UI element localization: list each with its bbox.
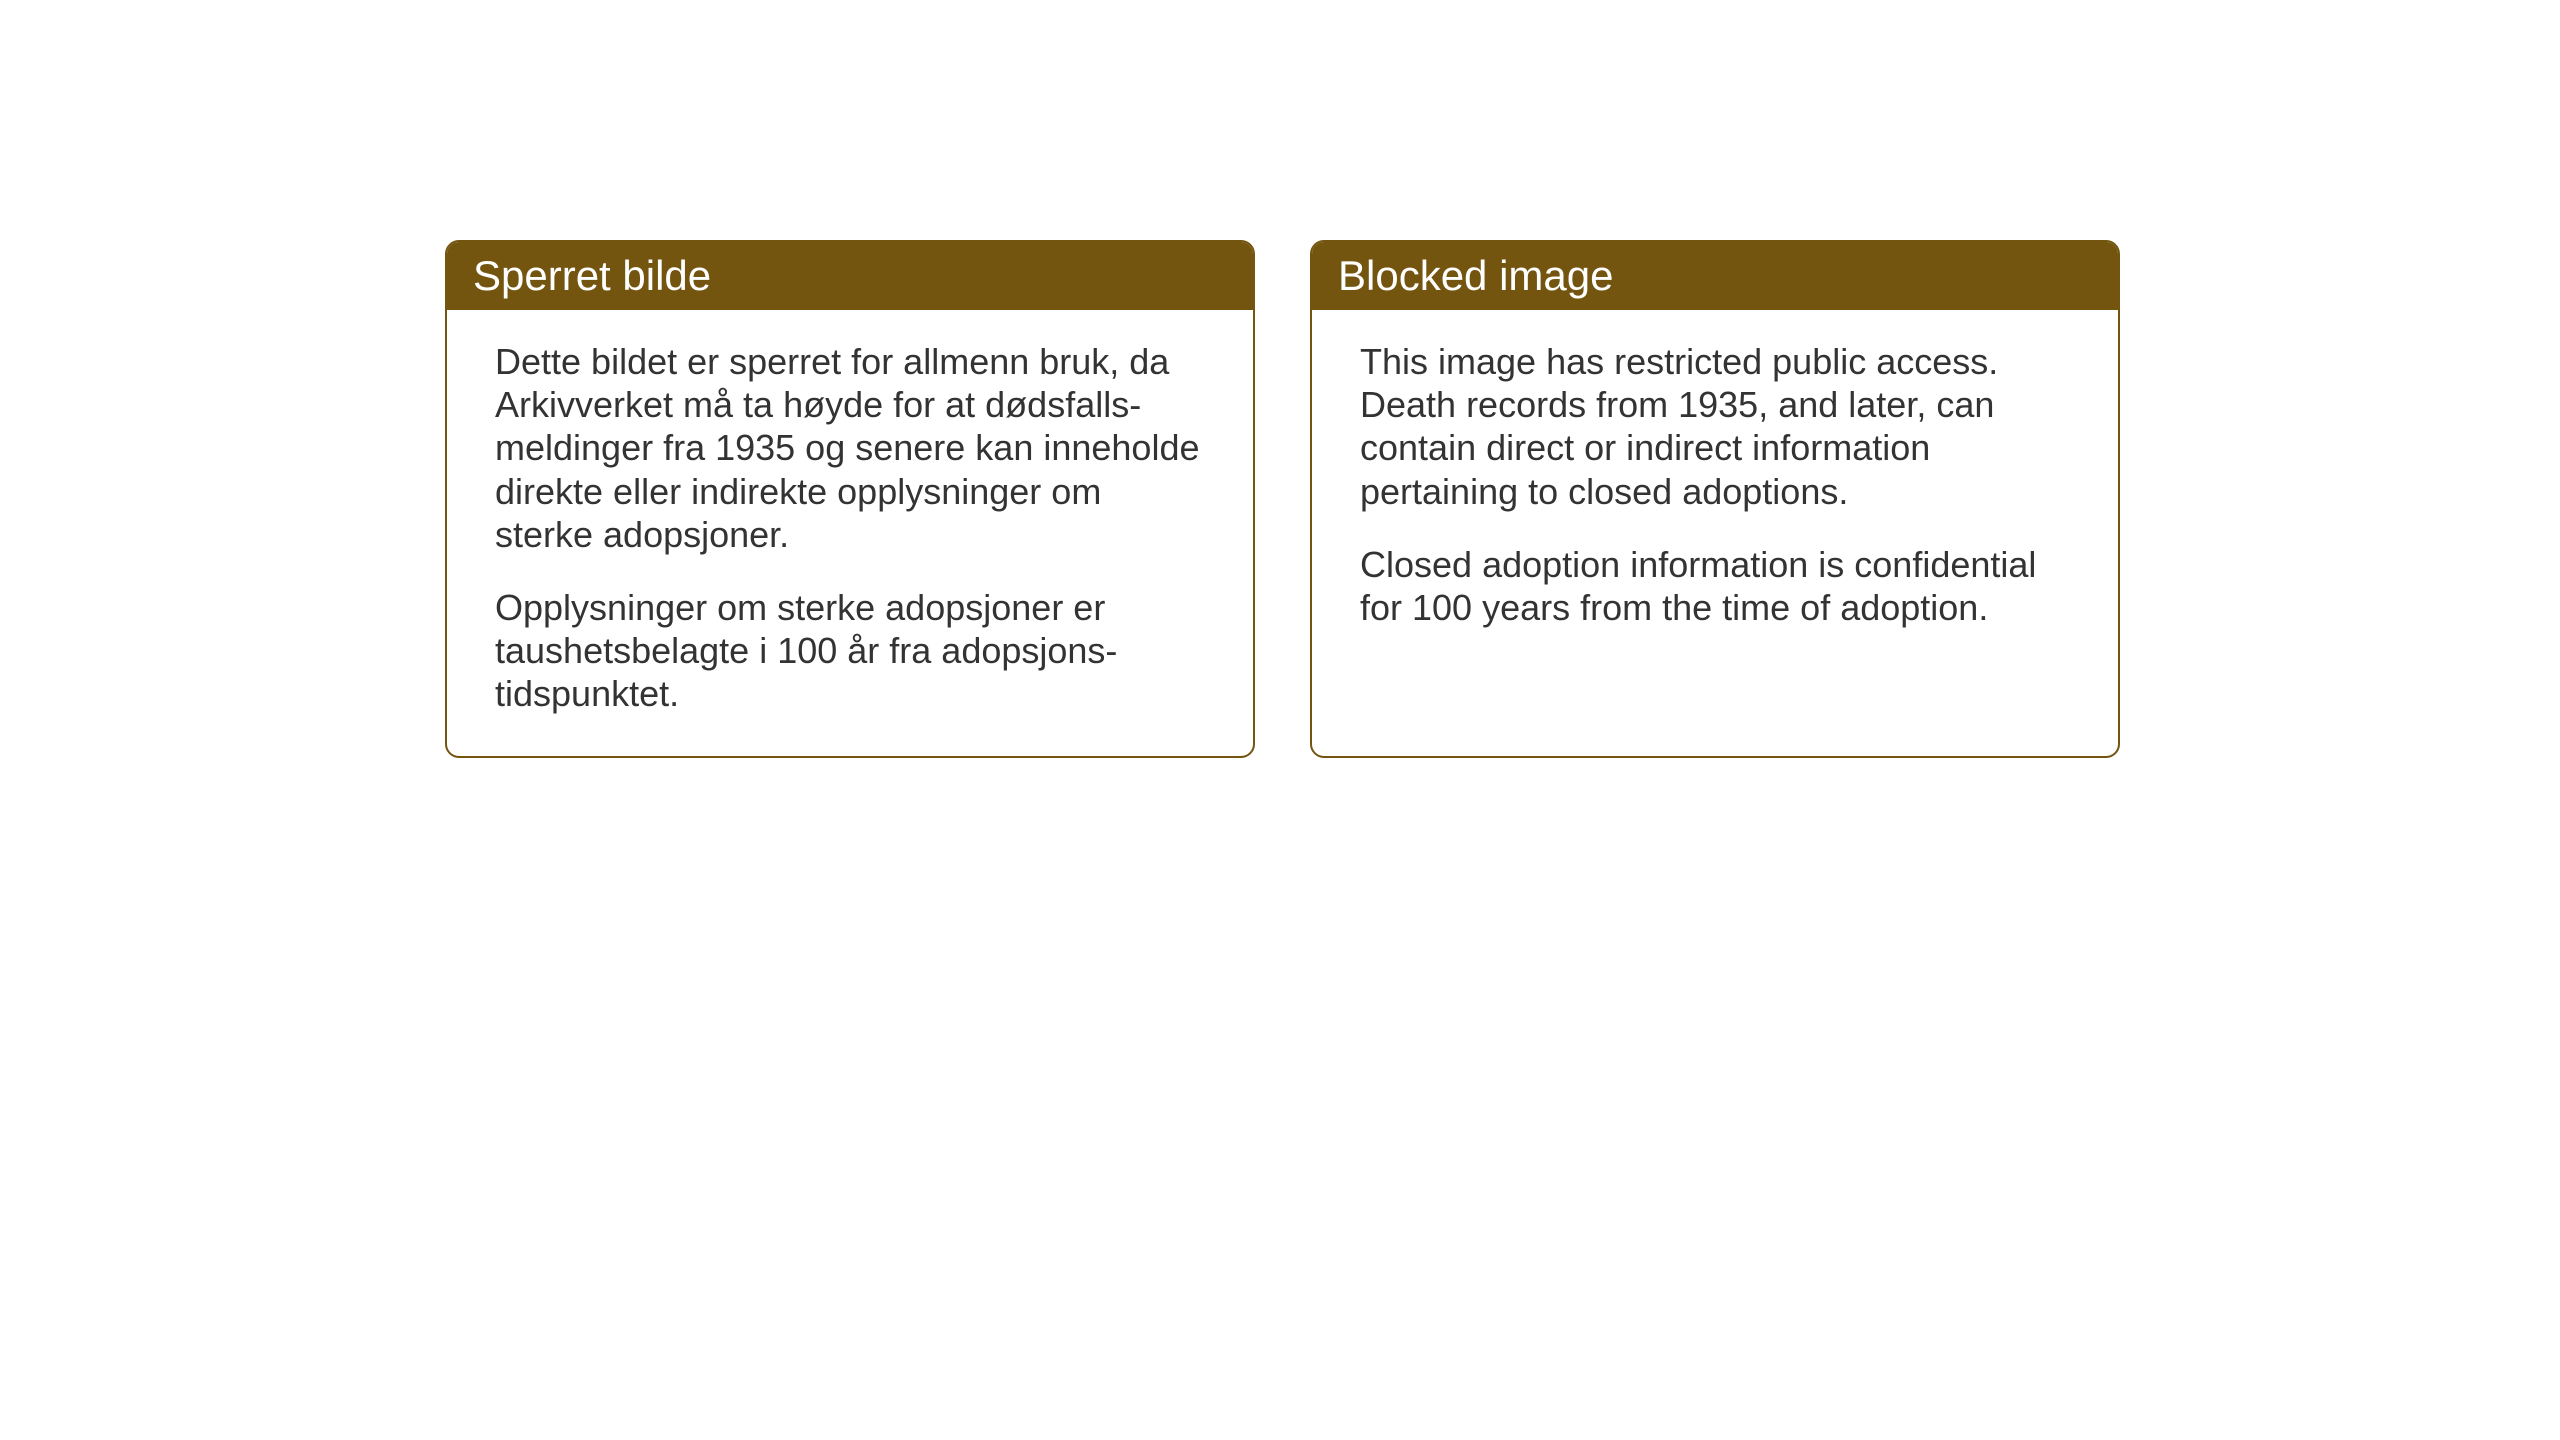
- norwegian-paragraph-1: Dette bildet er sperret for allmenn bruk…: [495, 340, 1205, 556]
- notice-container: Sperret bilde Dette bildet er sperret fo…: [445, 240, 2120, 758]
- norwegian-paragraph-2: Opplysninger om sterke adopsjoner er tau…: [495, 586, 1205, 716]
- english-paragraph-1: This image has restricted public access.…: [1360, 340, 2070, 513]
- english-card-title: Blocked image: [1312, 242, 2118, 310]
- english-notice-card: Blocked image This image has restricted …: [1310, 240, 2120, 758]
- norwegian-card-title: Sperret bilde: [447, 242, 1253, 310]
- norwegian-card-body: Dette bildet er sperret for allmenn bruk…: [447, 310, 1253, 756]
- english-card-body: This image has restricted public access.…: [1312, 310, 2118, 669]
- english-paragraph-2: Closed adoption information is confident…: [1360, 543, 2070, 629]
- norwegian-notice-card: Sperret bilde Dette bildet er sperret fo…: [445, 240, 1255, 758]
